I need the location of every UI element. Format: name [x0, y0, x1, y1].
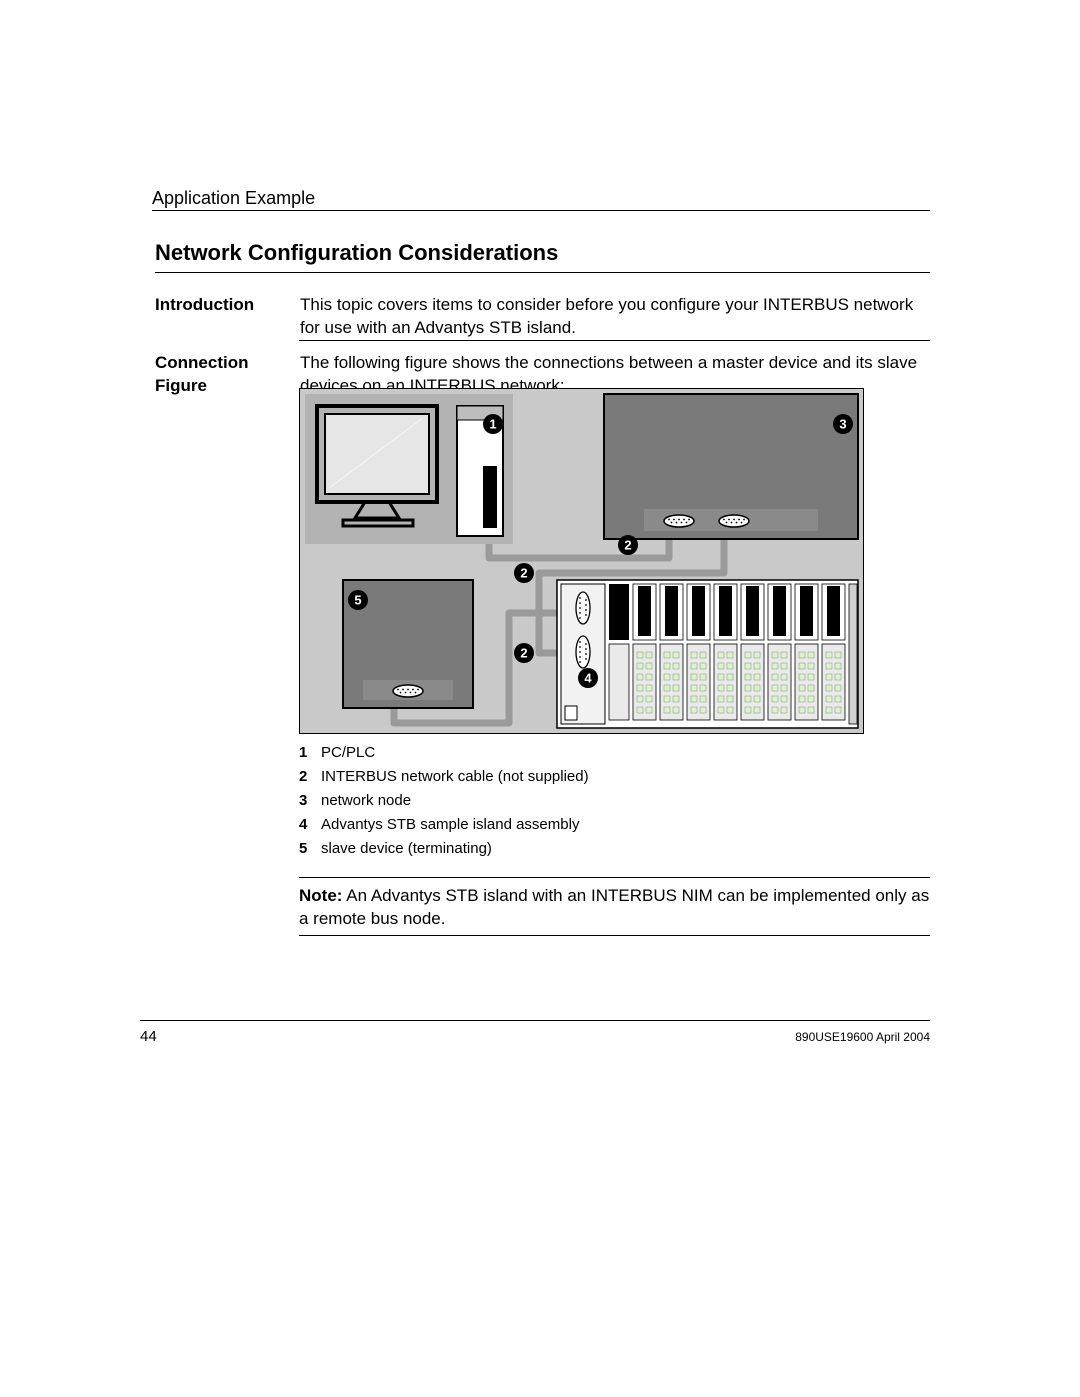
legend-text: INTERBUS network cable (not supplied) — [321, 768, 589, 785]
svg-text:2: 2 — [624, 538, 631, 553]
svg-text:3: 3 — [839, 417, 846, 432]
connection-label: Connection Figure — [155, 352, 300, 398]
legend-text: Advantys STB sample island assembly — [321, 816, 579, 833]
legend-number: 2 — [299, 768, 321, 785]
legend-number: 5 — [299, 840, 321, 857]
note-text: An Advantys STB island with an INTERBUS … — [299, 886, 929, 928]
document-page: Application Example Network Configuratio… — [0, 0, 1080, 1397]
note-body: Note: An Advantys STB island with an INT… — [299, 885, 930, 931]
intro-rule — [299, 340, 930, 341]
legend-text: network node — [321, 792, 411, 809]
connection-figure: 1 3 2 2 2 4 5 — [299, 388, 864, 734]
note-rule-bottom — [299, 935, 930, 936]
svg-text:2: 2 — [520, 566, 527, 581]
svg-text:2: 2 — [520, 646, 527, 661]
svg-text:5: 5 — [354, 593, 361, 608]
footer-page-number: 44 — [140, 1028, 157, 1045]
figure-legend: 1PC/PLC2INTERBUS network cable (not supp… — [299, 744, 589, 864]
legend-text: slave device (terminating) — [321, 840, 492, 857]
legend-row: 3network node — [299, 792, 589, 809]
legend-number: 4 — [299, 816, 321, 833]
footer-doc-id: 890USE19600 April 2004 — [795, 1030, 930, 1044]
legend-row: 2INTERBUS network cable (not supplied) — [299, 768, 589, 785]
legend-row: 1PC/PLC — [299, 744, 589, 761]
legend-number: 1 — [299, 744, 321, 761]
intro-section: Introduction This topic covers items to … — [155, 294, 930, 340]
intro-text: This topic covers items to consider befo… — [300, 294, 930, 340]
svg-text:1: 1 — [489, 417, 496, 432]
legend-text: PC/PLC — [321, 744, 375, 761]
page-title-area: Network Configuration Considerations — [155, 240, 558, 266]
network-diagram-svg: 1 3 2 2 2 4 5 — [299, 388, 864, 734]
header-rule — [152, 210, 930, 211]
note-rule-top — [299, 877, 930, 878]
title-rule — [155, 272, 930, 273]
legend-number: 3 — [299, 792, 321, 809]
footer-rule — [140, 1020, 930, 1021]
page-title: Network Configuration Considerations — [155, 240, 558, 265]
legend-row: 5slave device (terminating) — [299, 840, 589, 857]
intro-label: Introduction — [155, 294, 300, 340]
legend-row: 4Advantys STB sample island assembly — [299, 816, 589, 833]
breadcrumb: Application Example — [152, 188, 315, 208]
svg-text:4: 4 — [584, 671, 592, 686]
page-header: Application Example — [152, 188, 930, 209]
note-label: Note: — [299, 886, 342, 905]
